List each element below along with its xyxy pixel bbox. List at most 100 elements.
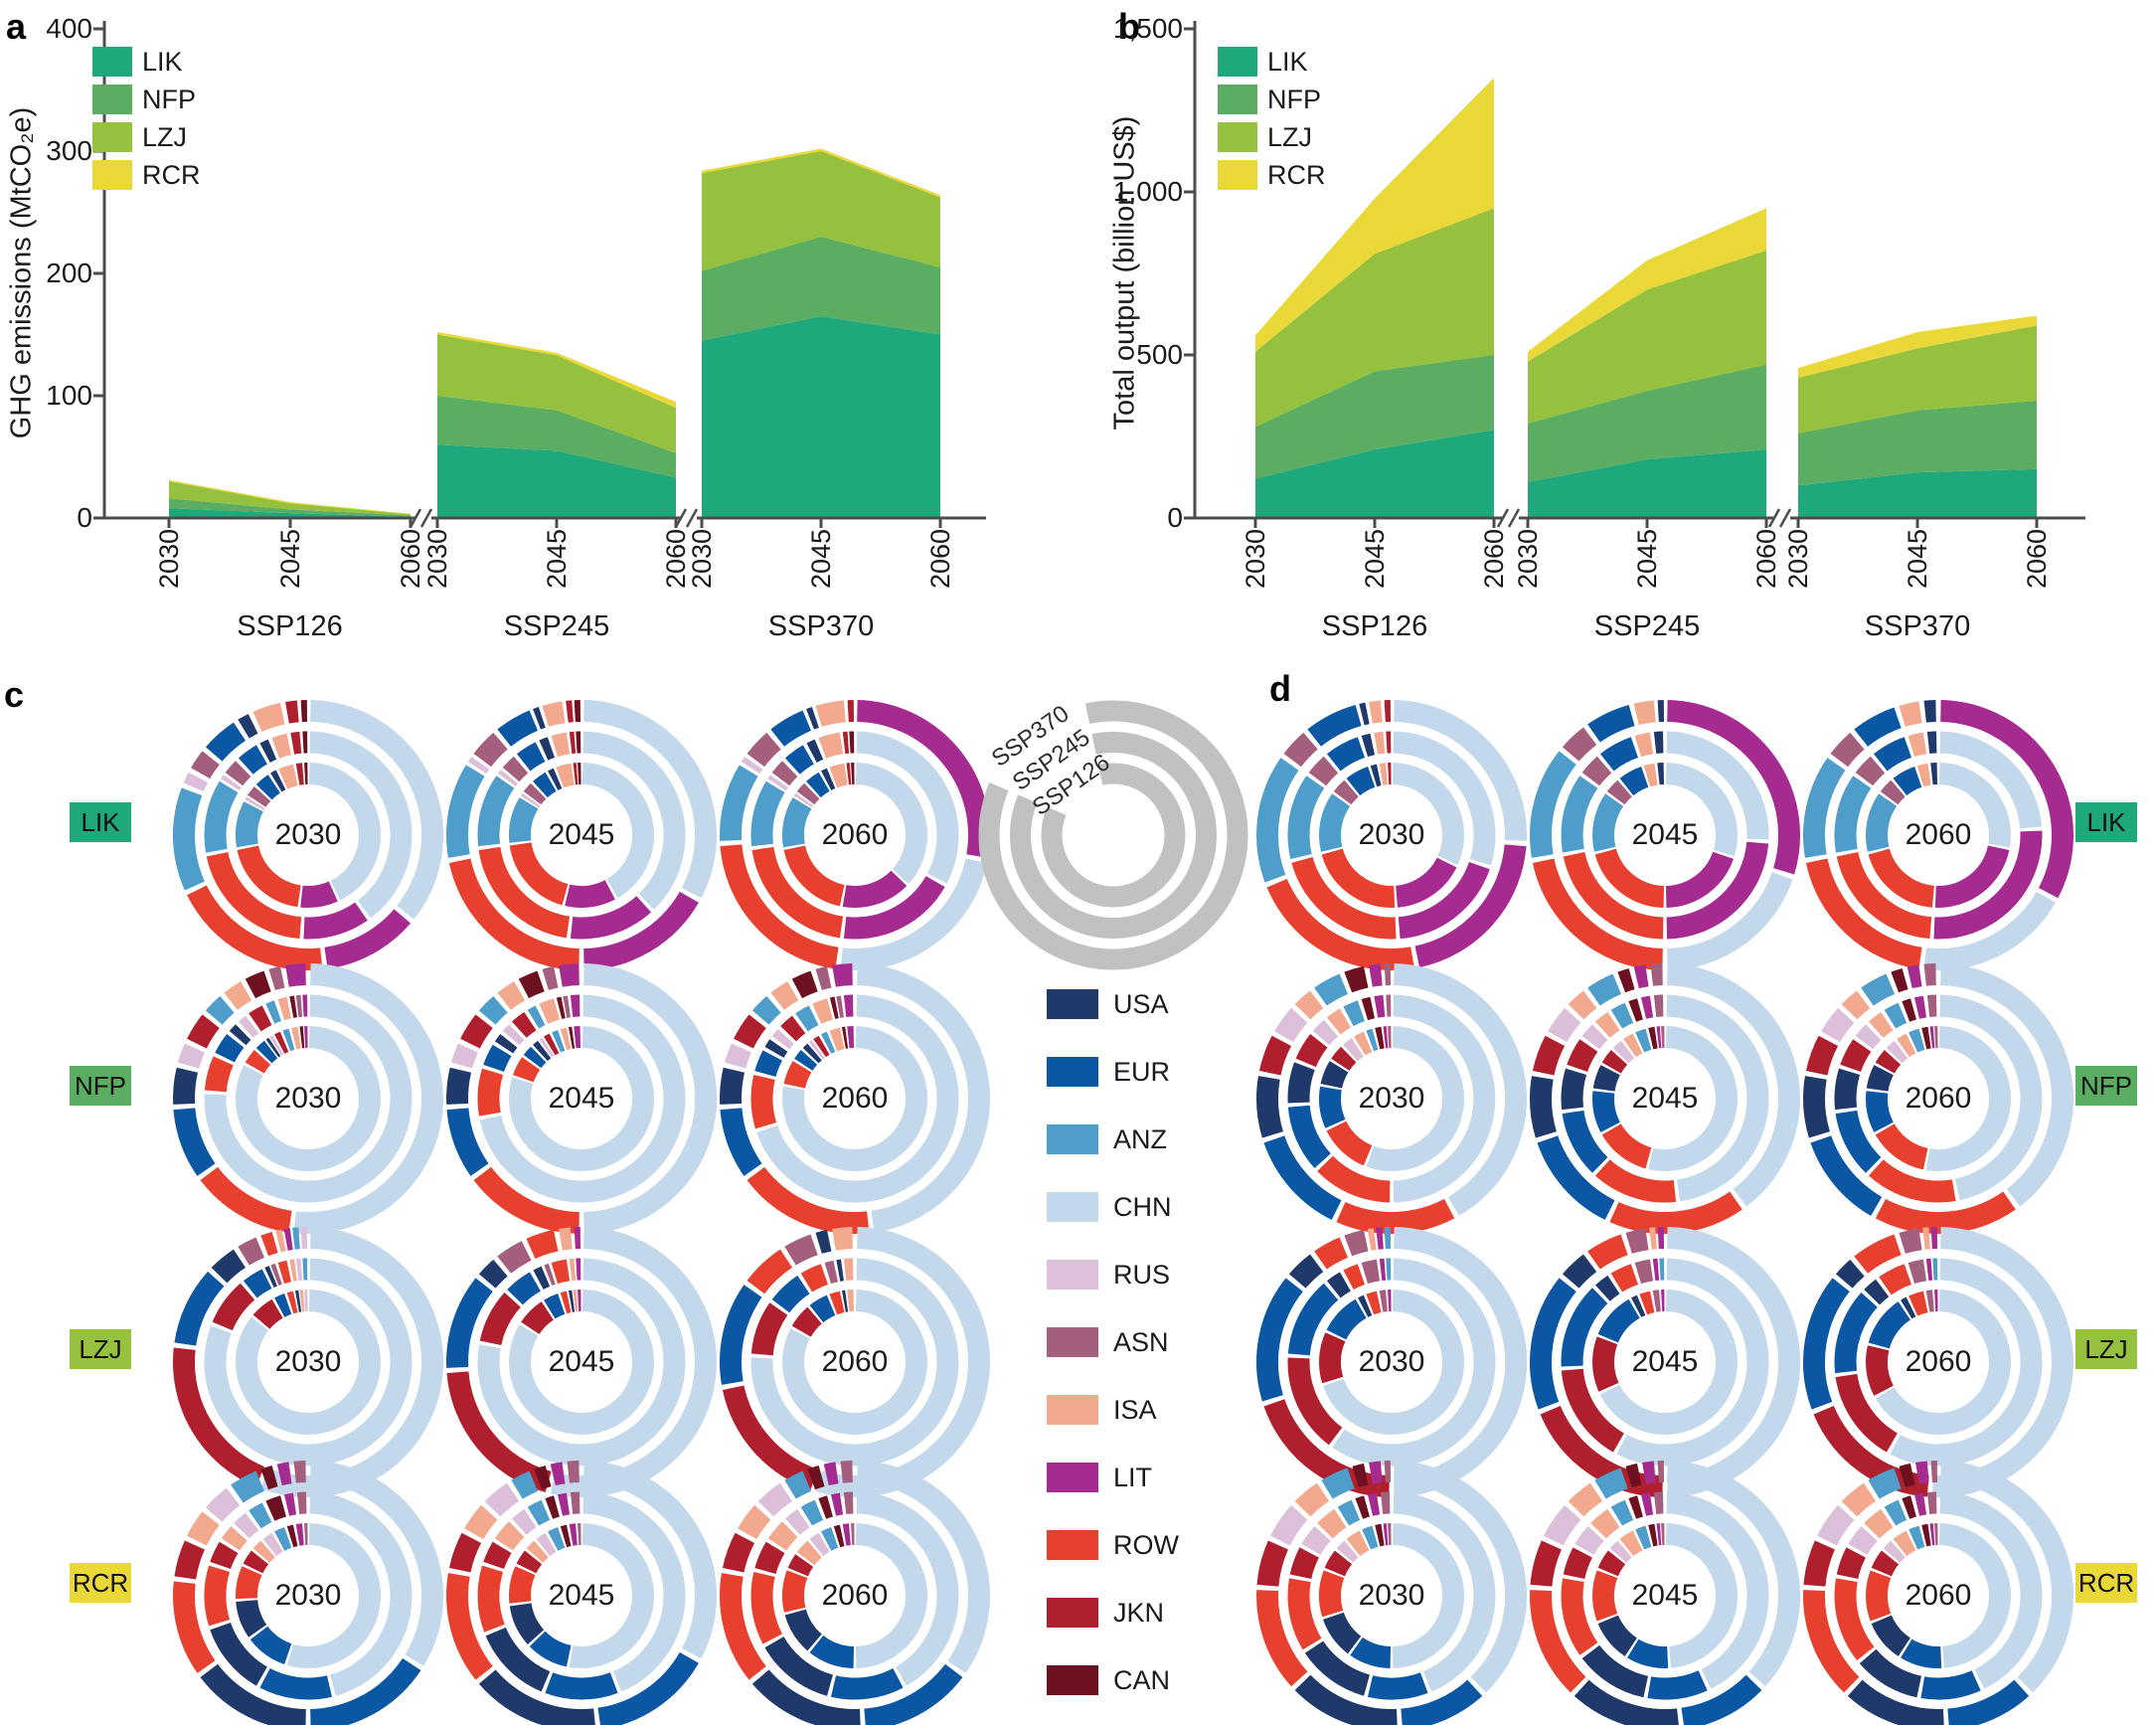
donut-d-RCR-2045-SSP245-seg-JKN — [1563, 1547, 1593, 1580]
donut-c-LIK-2045-SSP370-seg-USA — [533, 707, 546, 730]
row-label-c-LZJ: LZJ — [70, 1329, 131, 1369]
donut-d-RCR-2045-SSP126-seg-USA — [1597, 1615, 1638, 1656]
donut-c-LZJ-2060-SSP245-seg-ISA — [843, 1258, 854, 1281]
donut-year-c-NFP-2045: 2045 — [548, 1082, 615, 1115]
donut-c-RCR-2030-SSP245-seg-ASN — [296, 1491, 307, 1514]
donut-c-RCR-2060-SSP245-seg-EUR — [830, 1667, 904, 1700]
donut-c-LIK-2060-SSP126-seg-ASN — [796, 782, 820, 805]
donut-d-LIK-2045-SSP126-seg-CHN — [1665, 763, 1738, 857]
donut-d-RCR-2045-SSP126-seg-RUS — [1609, 1540, 1632, 1563]
donut-d-RCR-2060-SSP245-seg-RUS — [1848, 1525, 1878, 1556]
donut-d-LZJ-2060-SSP126-seg-CHN — [1875, 1290, 2011, 1435]
donut-d-NFP-2045-SSP126-seg-USA — [1592, 1065, 1621, 1093]
region-swatch-RUS — [1047, 1260, 1098, 1290]
donut-c-LIK-2060-SSP245-seg-USA — [806, 739, 824, 764]
donut-c-NFP-2045-SSP245-seg-LIT — [570, 994, 580, 1017]
donut-d-NFP-2030-SSP245-seg-RUS — [1312, 1019, 1339, 1046]
donut-year-d-LIK-2030: 2030 — [1358, 818, 1425, 851]
x-tick-label-b-2060: 2060 — [1479, 528, 1509, 590]
donut-c-RCR-2045-SSP126-seg-RUS — [536, 1532, 557, 1557]
donut-c-LIK-2045-SSP245-seg-CHN — [582, 731, 686, 910]
donut-c-RCR-2045-SSP126-seg-CHN — [569, 1523, 654, 1668]
donut-d-LZJ-2030-SSP126-seg-USA — [1358, 1294, 1373, 1317]
group-label-a-SSP245: SSP245 — [503, 610, 610, 642]
donut-c-RCR-2030-SSP370-seg-JKN — [174, 1540, 206, 1580]
donut-c-RCR-2045-SSP245-seg-RUS — [511, 1508, 537, 1535]
axis-break-a — [685, 508, 699, 528]
donut-c-RCR-2060-SSP126-seg-ANZ — [821, 1527, 839, 1551]
y-tick-label-a-300: 300 — [46, 135, 92, 166]
donut-d-RCR-2030-SSP126-seg-ANZ — [1362, 1525, 1379, 1550]
donut-d-LIK-2045-SSP126-seg-ISA — [1643, 763, 1658, 787]
donut-d-NFP-2030-SSP126-seg-USA — [1320, 1061, 1349, 1089]
panel-letter-c: c — [4, 674, 25, 715]
donut-c-LZJ-2045-SSP245-seg-CHN — [477, 1258, 686, 1466]
donut-c-NFP-2060-SSP370-seg-CHN — [857, 963, 990, 1233]
donut-d-LZJ-2060-SSP245-seg-USA — [1864, 1279, 1890, 1305]
donut-c-LIK-2030-SSP370-seg-CHN — [310, 700, 443, 920]
donut-d-NFP-2030-SSP370-seg-ISA — [1294, 990, 1324, 1020]
donut-c-LZJ-2045-SSP126-seg-ROW — [560, 1291, 572, 1314]
donut-c-LIK-2060-SSP245-seg-LIT — [843, 875, 945, 940]
donut-c-LIK-2030-SSP245-seg-EUR — [238, 745, 268, 775]
donut-c-LIK-2045-SSP370-seg-EUR — [497, 710, 539, 747]
donut-d-NFP-2045-SSP370-seg-CHN — [1667, 963, 1800, 1207]
legend-swatch-a-NFP — [92, 85, 132, 114]
donut-c-LIK-2030-SSP245-seg-ANZ — [204, 780, 239, 853]
donut-d-LIK-2045-SSP245-seg-ANZ — [1561, 776, 1598, 853]
donut-d-LZJ-2060-SSP126-seg-JKN — [1866, 1345, 1895, 1396]
donut-c-LZJ-2030-SSP245-seg-JKN — [212, 1283, 255, 1331]
region-label-USA: USA — [1113, 989, 1169, 1019]
donut-c-LZJ-2030-SSP245-seg-ISA — [289, 1259, 298, 1282]
x-tick-label-b-2030: 2030 — [1783, 528, 1813, 590]
region-swatch-ASN — [1047, 1327, 1098, 1357]
area-a-SSP126-NFP — [169, 498, 411, 517]
donut-c-LIK-2030-SSP126-seg-LIT — [300, 881, 338, 908]
area-b-SSP126-RCR — [1255, 78, 1494, 352]
donut-d-NFP-2045-SSP370-seg-ISA — [1568, 990, 1597, 1020]
donut-d-LZJ-2045-SSP370-seg-ISA — [1649, 1227, 1657, 1250]
donut-c-NFP-2045-SSP370-seg-USA — [446, 1067, 472, 1105]
donut-d-LIK-2030-SSP370-seg-ROW — [1266, 878, 1414, 970]
donut-c-RCR-2060-SSP370-seg-CHN — [857, 1461, 990, 1673]
donut-d-LZJ-2060-SSP370-seg-ROW — [1854, 1234, 1903, 1274]
donut-d-RCR-2060-SSP126-seg-ROW — [1866, 1570, 1892, 1622]
donut-year-c-LZJ-2030: 2030 — [274, 1345, 342, 1378]
donut-d-LZJ-2030-SSP126-seg-ROW — [1366, 1291, 1382, 1315]
donut-c-RCR-2045-SSP370-seg-ROW — [446, 1573, 493, 1680]
donut-d-LZJ-2030-SSP370-seg-ROW — [1314, 1237, 1349, 1270]
donut-d-RCR-2045-SSP126-seg-CAN — [1648, 1523, 1658, 1547]
axis-break-b — [1778, 508, 1792, 528]
donut-d-NFP-2045-SSP245-seg-USA — [1561, 1068, 1587, 1111]
donut-c-LIK-2060-SSP245-seg-ANZ — [750, 780, 785, 847]
donut-d-RCR-2045-SSP370-seg-JKN — [1530, 1540, 1563, 1587]
donut-c-LIK-2060-SSP370-seg-ANZ — [720, 765, 758, 841]
donut-c-LIK-2045-SSP126-seg-CHN — [581, 763, 654, 899]
donut-d-RCR-2030-SSP370-seg-ROW — [1256, 1590, 1308, 1687]
donut-d-LIK-2045-SSP370-seg-ANZ — [1530, 751, 1576, 858]
donut-year-d-RCR-2030: 2030 — [1358, 1579, 1425, 1612]
donut-d-LIK-2060-SSP126-seg-LIT — [1934, 845, 2010, 908]
donut-d-LIK-2060-SSP126-seg-ANZ — [1866, 793, 1898, 852]
donut-d-NFP-2045-SSP126-seg-CHN — [1648, 1026, 1738, 1171]
donut-d-NFP-2030-SSP245-seg-EUR — [1287, 1105, 1332, 1169]
donut-d-RCR-2045-SSP370-seg-ROW — [1530, 1590, 1586, 1693]
donut-d-RCR-2045-SSP370-seg-LIT — [1642, 1461, 1656, 1484]
donut-c-LIK-2030-SSP126-seg-JKN — [295, 763, 304, 785]
donut-d-NFP-2030-SSP370-seg-CHN — [1394, 963, 1527, 1216]
donut-d-RCR-2030-SSP245-seg-ISA — [1317, 1508, 1347, 1539]
donut-c-NFP-2060-SSP126-seg-USA — [802, 1043, 822, 1064]
donut-c-LZJ-2060-SSP245-seg-ROW — [800, 1264, 829, 1293]
donut-c-RCR-2030-SSP126-seg-RUS — [262, 1532, 283, 1557]
donut-d-LIK-2030-SSP370-seg-EUR — [1307, 704, 1362, 747]
donut-c-LIK-2060-SSP370-seg-LIT — [857, 700, 990, 858]
group-label-a-SSP126: SSP126 — [237, 610, 343, 642]
x-tick-label-b-2045: 2045 — [1903, 528, 1932, 590]
donut-d-NFP-2060-SSP245-seg-CAN — [1902, 998, 1917, 1022]
donut-d-LIK-2045-SSP245-seg-ASN — [1581, 756, 1612, 786]
donut-c-LIK-2045-SSP126-seg-LIT — [565, 879, 615, 908]
donut-d-RCR-2045-SSP370-seg-USA — [1574, 1679, 1679, 1725]
donut-d-NFP-2060-SSP126-seg-USA — [1866, 1065, 1895, 1093]
